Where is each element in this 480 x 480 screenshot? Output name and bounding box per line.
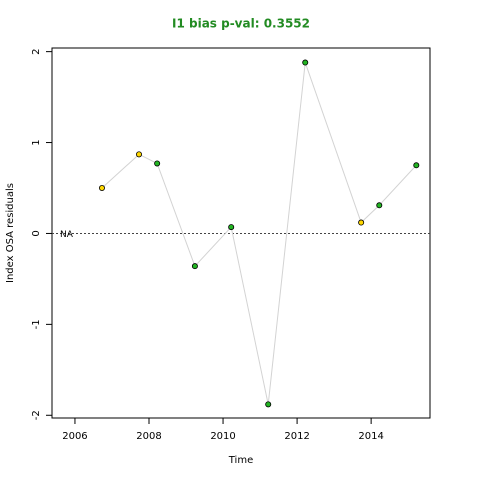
chart-title: I1 bias p-val: 0.3552 bbox=[172, 17, 310, 31]
y-axis-label: Index OSA residuals bbox=[5, 183, 16, 283]
x-axis-label: Time bbox=[228, 455, 253, 466]
point bbox=[376, 202, 383, 209]
point bbox=[98, 184, 105, 191]
series-line bbox=[101, 62, 417, 405]
x-tick-label: 2008 bbox=[136, 431, 161, 442]
y-tick-label: -2 bbox=[31, 410, 42, 420]
y-tick-label: 2 bbox=[31, 48, 42, 54]
reference-label: NA bbox=[60, 230, 74, 240]
x-tick-label: 2010 bbox=[210, 431, 235, 442]
y-tick-label: -1 bbox=[31, 319, 42, 329]
y-tick-label: 1 bbox=[31, 139, 42, 145]
y-tick-label: 0 bbox=[31, 230, 42, 236]
point bbox=[302, 59, 309, 66]
point bbox=[154, 160, 161, 167]
point bbox=[265, 401, 272, 408]
point bbox=[358, 219, 365, 226]
point bbox=[228, 224, 235, 231]
x-tick-label: 2006 bbox=[62, 431, 87, 442]
point bbox=[413, 162, 420, 169]
point bbox=[191, 263, 198, 270]
x-tick-label: 2014 bbox=[358, 431, 383, 442]
x-tick-label: 2012 bbox=[284, 431, 309, 442]
point bbox=[136, 151, 143, 158]
